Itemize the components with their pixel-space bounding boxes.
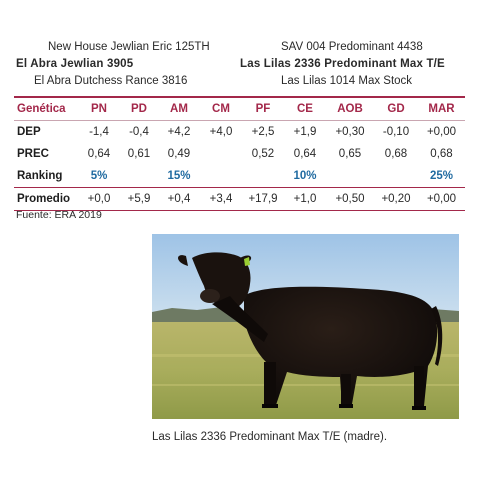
- source-note: Fuente: ERA 2019: [16, 209, 102, 221]
- column-header: MAR: [418, 96, 465, 121]
- table-cell: +3,4: [200, 187, 242, 211]
- cow-figure: [178, 252, 443, 410]
- table-cell: 0,68: [384, 148, 408, 160]
- table-cell: +4,0: [209, 126, 233, 138]
- table-row-prec: PREC 0,64 0,61 0,49 0,52 0,64 0,65 0,68 …: [14, 143, 465, 165]
- table-cell: 15%: [167, 170, 191, 182]
- table-cell: +0,20: [374, 187, 418, 211]
- column-header: PN: [78, 96, 120, 121]
- table-header-row: Genética PN PD AM CM PF CE AOB GD MAR: [14, 96, 465, 121]
- table-cell: -1,4: [89, 126, 109, 138]
- table-cell: +0,00: [418, 187, 465, 211]
- table-row-ranking: Ranking 5% 15% 10% 25%: [14, 165, 465, 188]
- cow-photo: [152, 234, 459, 419]
- column-header: PF: [242, 96, 284, 121]
- pedigree-dam-dam: Las Lilas 1014 Max Stock: [281, 75, 413, 87]
- table-cell: +1,0: [284, 187, 326, 211]
- table-cell: 0,65: [338, 148, 362, 160]
- table-cell: 10%: [293, 170, 317, 182]
- row-label: DEP: [17, 126, 41, 138]
- table-cell: +17,9: [242, 187, 284, 211]
- table-cell: -0,10: [382, 126, 410, 138]
- column-header: GD: [374, 96, 418, 121]
- table-cell: [374, 165, 418, 188]
- row-label: PREC: [17, 148, 49, 160]
- column-header: PD: [120, 96, 158, 121]
- table-cell: 25%: [429, 170, 454, 182]
- table-cell: 5%: [90, 170, 108, 182]
- table-cell: 0,52: [251, 148, 275, 160]
- column-header: CE: [284, 96, 326, 121]
- row-label: Ranking: [17, 170, 63, 182]
- table-cell: [200, 143, 242, 165]
- table-cell: -0,4: [129, 126, 149, 138]
- table-cell: +0,30: [335, 126, 365, 138]
- epd-table: Genética PN PD AM CM PF CE AOB GD MAR DE…: [14, 96, 465, 211]
- table-cell: +0,4: [158, 187, 200, 211]
- table-cell: [326, 165, 374, 188]
- table-cell: 0,68: [430, 148, 453, 160]
- table-cell: [120, 165, 158, 188]
- table-cell: 0,64: [87, 148, 111, 160]
- column-header: CM: [200, 96, 242, 121]
- pedigree-dam: Las Lilas 2336 Predominant Max T/E: [240, 58, 445, 70]
- table-cell: +5,9: [120, 187, 158, 211]
- table-cell: 0,49: [167, 148, 191, 160]
- table-cell: 0,61: [127, 148, 151, 160]
- table-cell: [200, 165, 242, 188]
- pedigree-sire-dam: El Abra Dutchess Rance 3816: [34, 75, 188, 87]
- column-header: AM: [158, 96, 200, 121]
- column-header: AOB: [326, 96, 374, 121]
- table-cell: +0,50: [326, 187, 374, 211]
- table-row-dep: DEP -1,4 -0,4 +4,2 +4,0 +2,5 +1,9 +0,30 …: [14, 121, 465, 144]
- table-corner-label: Genética: [14, 96, 78, 121]
- table-row-promedio: Promedio +0,0 +5,9 +0,4 +3,4 +17,9 +1,0 …: [14, 187, 465, 211]
- table-cell: +1,9: [293, 126, 317, 138]
- pedigree-sire-sire: New House Jewlian Eric 125TH: [48, 41, 210, 53]
- table-cell: +0,0: [78, 187, 120, 211]
- pedigree-dam-sire: SAV 004 Predominant 4438: [281, 41, 423, 53]
- table-cell: +0,00: [426, 126, 457, 138]
- pedigree-sire: El Abra Jewlian 3905: [16, 58, 134, 70]
- table-cell: [242, 165, 284, 188]
- table-cell: 0,64: [293, 148, 317, 160]
- table-cell: +2,5: [251, 126, 275, 138]
- table-cell: +4,2: [167, 126, 191, 138]
- row-label: Promedio: [14, 187, 78, 211]
- photo-caption: Las Lilas 2336 Predominant Max T/E (madr…: [152, 431, 388, 443]
